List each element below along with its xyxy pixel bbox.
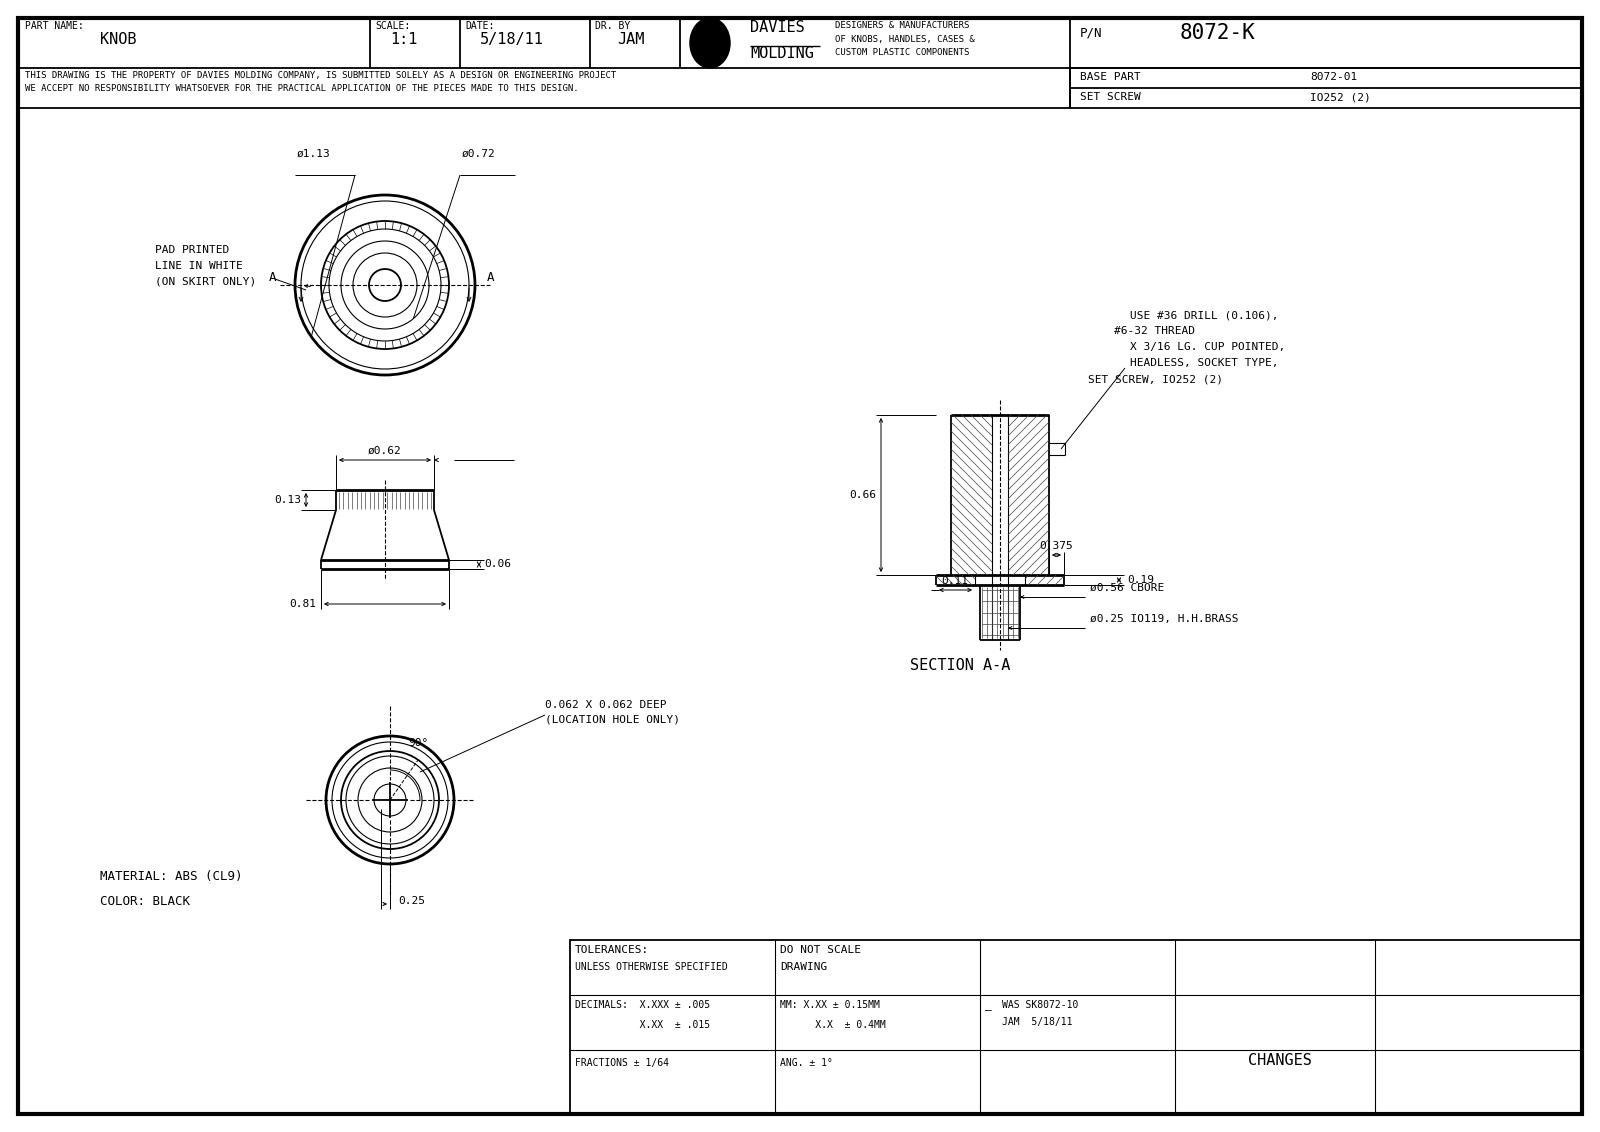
Text: ø1.13: ø1.13 (298, 149, 331, 158)
Text: X 3/16 LG. CUP POINTED,: X 3/16 LG. CUP POINTED, (1130, 342, 1285, 352)
Text: A: A (488, 271, 494, 284)
Text: USE #36 DRILL (0.106),: USE #36 DRILL (0.106), (1130, 310, 1278, 320)
Text: KNOB: KNOB (99, 32, 136, 48)
Text: OF KNOBS, HANDLES, CASES &: OF KNOBS, HANDLES, CASES & (835, 35, 974, 44)
Text: DECIMALS:  X.XXX ± .005: DECIMALS: X.XXX ± .005 (574, 1000, 710, 1010)
Text: JAM  5/18/11: JAM 5/18/11 (1002, 1017, 1072, 1027)
Text: SET SCREW: SET SCREW (1080, 92, 1141, 102)
Text: 0.66: 0.66 (850, 490, 877, 500)
Text: 8072-01: 8072-01 (1310, 72, 1357, 82)
Text: WAS SK8072-10: WAS SK8072-10 (1002, 1000, 1078, 1010)
Text: MATERIAL: ABS (CL9): MATERIAL: ABS (CL9) (99, 871, 243, 883)
Text: 0.06: 0.06 (483, 559, 510, 569)
Text: UNLESS OTHERWISE SPECIFIED: UNLESS OTHERWISE SPECIFIED (574, 962, 728, 972)
Text: BASE PART: BASE PART (1080, 72, 1141, 82)
Text: MM: X.XX ± 0.15MM: MM: X.XX ± 0.15MM (781, 1000, 880, 1010)
Text: SCALE:: SCALE: (374, 22, 410, 31)
Text: CUSTOM PLASTIC COMPONENTS: CUSTOM PLASTIC COMPONENTS (835, 48, 970, 57)
Text: SET SCREW, IO252 (2): SET SCREW, IO252 (2) (1088, 374, 1222, 384)
Text: 90°: 90° (408, 738, 429, 748)
Text: A: A (269, 271, 277, 284)
Text: #6-32 THREAD: #6-32 THREAD (1115, 326, 1195, 336)
Text: –: – (986, 1005, 992, 1015)
Text: TOLERANCES:: TOLERANCES: (574, 945, 650, 955)
Text: X.XX  ± .015: X.XX ± .015 (574, 1020, 710, 1030)
Text: 0.13: 0.13 (274, 495, 301, 505)
Text: 0.062 X 0.062 DEEP: 0.062 X 0.062 DEEP (546, 700, 667, 710)
Text: 0.19: 0.19 (1126, 575, 1154, 585)
Text: DESIGNERS & MANUFACTURERS: DESIGNERS & MANUFACTURERS (835, 22, 970, 31)
Text: HEADLESS, SOCKET TYPE,: HEADLESS, SOCKET TYPE, (1130, 358, 1278, 368)
Text: PART NAME:: PART NAME: (26, 22, 83, 31)
Text: 0.81: 0.81 (290, 599, 317, 609)
Text: THIS DRAWING IS THE PROPERTY OF DAVIES MOLDING COMPANY, IS SUBMITTED SOLELY AS A: THIS DRAWING IS THE PROPERTY OF DAVIES M… (26, 71, 616, 80)
Text: 0.375: 0.375 (1038, 541, 1074, 551)
Text: X.X  ± 0.4MM: X.X ± 0.4MM (781, 1020, 886, 1030)
Text: IO252 (2): IO252 (2) (1310, 92, 1371, 102)
Text: COLOR: BLACK: COLOR: BLACK (99, 895, 190, 908)
Text: ø0.56 CBORE: ø0.56 CBORE (1090, 583, 1165, 593)
Ellipse shape (691, 19, 730, 67)
Text: JAM: JAM (618, 32, 645, 48)
Text: ø0.72: ø0.72 (462, 149, 496, 158)
Text: ANG. ± 1°: ANG. ± 1° (781, 1058, 834, 1067)
Text: DAVIES: DAVIES (750, 20, 805, 35)
Text: SECTION A-A: SECTION A-A (910, 658, 1010, 674)
Text: DO NOT SCALE: DO NOT SCALE (781, 945, 861, 955)
Text: ø0.25 IO119, H.H.BRASS: ø0.25 IO119, H.H.BRASS (1090, 614, 1238, 624)
Text: (LOCATION HOLE ONLY): (LOCATION HOLE ONLY) (546, 715, 680, 724)
Text: PAD PRINTED: PAD PRINTED (155, 245, 229, 255)
Text: MOLDING: MOLDING (750, 46, 814, 61)
Text: 5/18/11: 5/18/11 (480, 32, 544, 48)
Text: P/N: P/N (1080, 26, 1102, 38)
Text: 8072-K: 8072-K (1181, 23, 1256, 43)
Text: CHANGES: CHANGES (1248, 1053, 1312, 1067)
Text: DR. BY: DR. BY (595, 22, 630, 31)
Text: FRACTIONS ± 1/64: FRACTIONS ± 1/64 (574, 1058, 669, 1067)
Text: (ON SKIRT ONLY): (ON SKIRT ONLY) (155, 277, 256, 288)
Text: 0.25: 0.25 (398, 897, 426, 906)
Text: 1:1: 1:1 (390, 32, 418, 48)
Text: WE ACCEPT NO RESPONSIBILITY WHATSOEVER FOR THE PRACTICAL APPLICATION OF THE PIEC: WE ACCEPT NO RESPONSIBILITY WHATSOEVER F… (26, 84, 579, 93)
Text: DRAWING: DRAWING (781, 962, 827, 972)
Text: ø0.62: ø0.62 (368, 446, 402, 456)
Bar (570, 940, 1582, 1114)
Text: LINE IN WHITE: LINE IN WHITE (155, 261, 243, 271)
Text: DATE:: DATE: (466, 22, 494, 31)
Text: 0.11: 0.11 (941, 576, 968, 586)
